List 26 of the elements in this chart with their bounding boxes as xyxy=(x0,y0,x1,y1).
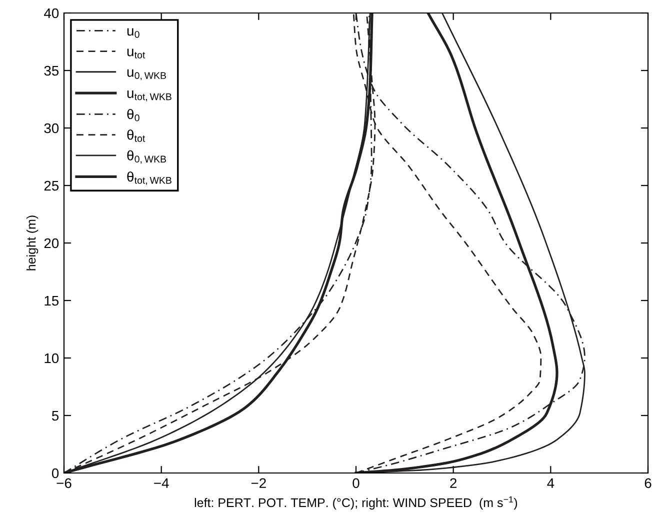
y-tick-label: 5 xyxy=(52,410,59,421)
legend-label: θ$_{tot,WKB}$ xyxy=(127,171,172,185)
x-tick-label: 0 xyxy=(352,478,360,488)
x-tick-label: −2 xyxy=(251,478,266,488)
y-tick-label: 35 xyxy=(44,66,59,76)
legend-label: u$_{tot,WKB}$ xyxy=(127,90,172,102)
legend-label: u$_{tot}$ xyxy=(127,48,146,58)
legend-label: u$_{0,WKB}$ xyxy=(127,69,166,80)
x-tick-label: −4 xyxy=(154,478,169,488)
legend-label: θ$_{0}$ xyxy=(127,108,140,122)
x-tick-label: 4 xyxy=(547,478,554,488)
y-tick-label: 15 xyxy=(44,296,59,306)
y-tick-label: 20 xyxy=(44,238,59,248)
x-tick-label: 2 xyxy=(450,478,456,488)
x-tick-label: −6 xyxy=(56,478,72,488)
x-tick-label: 6 xyxy=(644,478,652,488)
legend-label: θ$_{tot}$ xyxy=(127,130,146,142)
y-axis-title: height (m) xyxy=(26,216,38,270)
y-tick-label: 0 xyxy=(52,468,59,478)
legend-label: θ$_{0,WKB}$ xyxy=(127,150,166,164)
y-tick-label: 25 xyxy=(44,180,59,191)
x-axis-title: left: PERT. POT. TEMP. (°C); right: WIND SPEED (m s$^{−1}$) xyxy=(194,496,518,510)
y-tick-label: 10 xyxy=(44,353,59,364)
y-tick-label: 30 xyxy=(44,123,59,134)
y-tick-label: 40 xyxy=(44,8,59,18)
legend-label: u$_{0}$ xyxy=(127,28,140,38)
